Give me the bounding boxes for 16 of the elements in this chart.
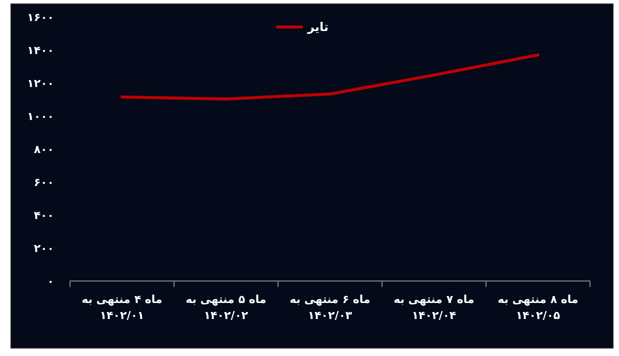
y-tick-label: ۲۰۰ [34,242,54,255]
y-tick-label: ۱۲۰۰ [27,77,54,90]
y-tick-label: ۱۶۰۰ [27,11,54,24]
y-tick-label: ۴۰۰ [34,209,54,222]
y-tick-label: ۰ [47,275,54,288]
x-tick-label: ماه ۶ منتهی به ۱۴۰۲/۰۳ [290,293,370,322]
y-tick-label: ۸۰۰ [34,143,54,156]
x-tick-label: ماه ۷ منتهی به ۱۴۰۲/۰۴ [394,293,474,322]
x-tick-label: ماه ۴ منتهی به ۱۴۰۲/۰۱ [82,293,162,322]
y-tick-label: ۶۰۰ [34,176,54,189]
line-series [120,53,540,101]
y-tick-label: ۱۴۰۰ [27,44,54,57]
x-tick-label: ماه ۸ منتهی به ۱۴۰۲/۰۵ [498,293,578,322]
x-tick-label: ماه ۵ منتهی به ۱۴۰۲/۰۲ [186,293,266,322]
y-tick-label: ۱۰۰۰ [27,110,54,123]
legend-label: تایر [306,20,328,34]
